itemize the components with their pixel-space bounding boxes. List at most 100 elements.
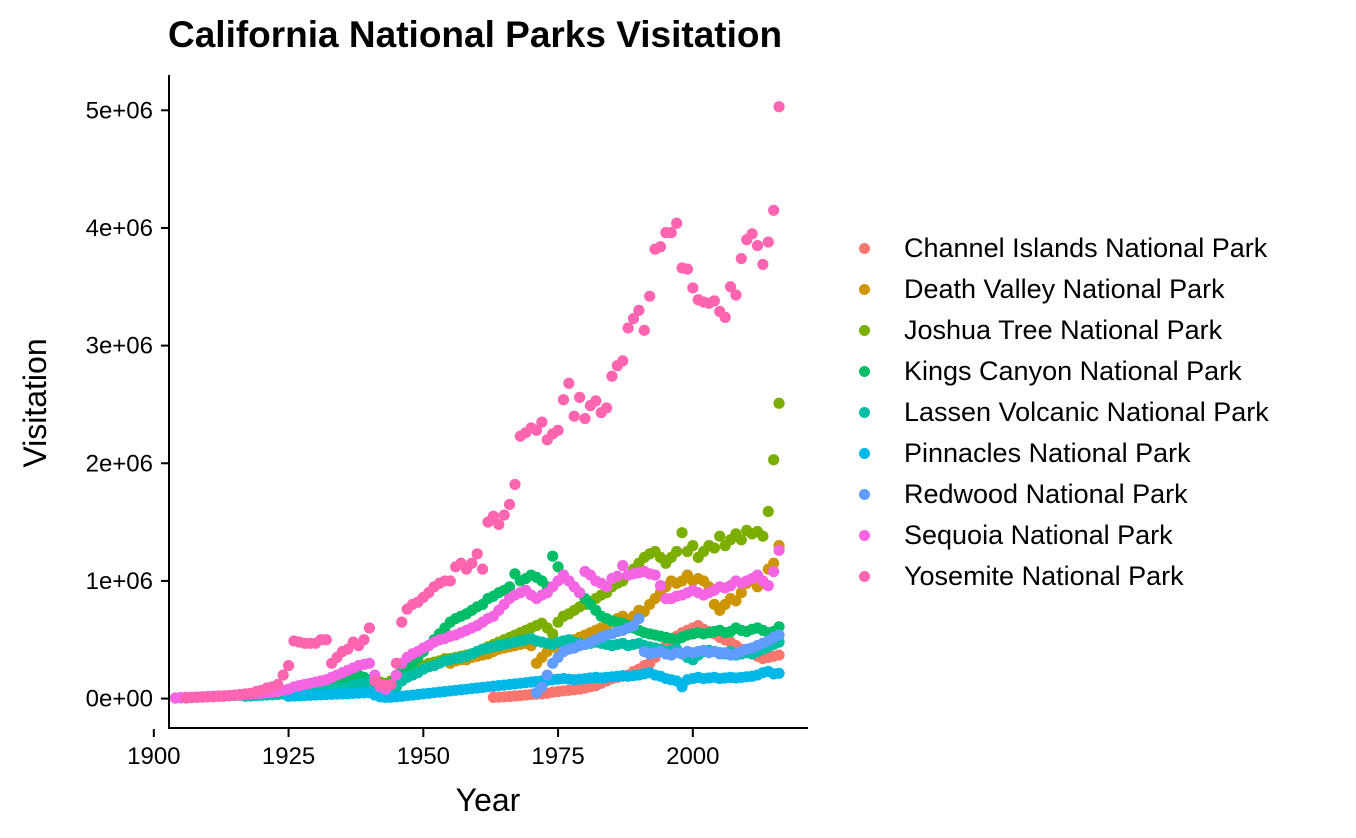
data-point (466, 557, 478, 569)
data-point (671, 545, 683, 558)
y-axis-title: Visitation (17, 338, 53, 467)
data-point (708, 542, 720, 554)
legend-label: Death Valley National Park (904, 274, 1225, 304)
y-tick-label: 3e+06 (86, 333, 153, 360)
data-point (600, 402, 613, 414)
legend-key (859, 284, 870, 295)
data-point (768, 565, 780, 578)
data-point (574, 391, 586, 403)
data-point (579, 412, 591, 425)
data-point (746, 228, 758, 240)
legend-key (859, 571, 870, 582)
x-tick-label: 1975 (531, 743, 584, 770)
legend-item: Lassen Volcanic National Park (848, 392, 1269, 433)
data-point (671, 217, 683, 229)
legend-label: Pinnacles National Park (904, 438, 1191, 468)
y-tick-label: 0e+00 (86, 686, 153, 713)
data-point (320, 634, 332, 646)
legend-item: Joshua Tree National Park (848, 310, 1269, 351)
data-point (541, 669, 553, 681)
data-point (536, 416, 548, 428)
legend-key (859, 407, 870, 418)
legend-key (859, 530, 870, 541)
legend-item: Redwood National Park (848, 474, 1269, 515)
data-point (773, 621, 785, 633)
y-tick-label: 5e+06 (86, 97, 153, 124)
data-point (638, 324, 650, 336)
data-point (471, 548, 483, 560)
data-point (762, 236, 774, 248)
legend-label: Lassen Volcanic National Park (904, 397, 1269, 427)
legend-item: Sequoia National Park (848, 515, 1269, 556)
data-point (681, 263, 694, 275)
legend-key (859, 489, 870, 500)
data-point (277, 669, 289, 681)
legend-label: Redwood National Park (904, 479, 1188, 509)
data-point (708, 295, 720, 307)
data-point (633, 612, 645, 625)
data-point (493, 518, 505, 531)
data-point (563, 377, 575, 389)
data-point (773, 397, 785, 409)
data-point (773, 649, 785, 661)
legend-item: Death Valley National Park (848, 269, 1269, 310)
legend-label: Joshua Tree National Park (904, 315, 1223, 345)
data-point (676, 527, 688, 539)
data-point (363, 622, 376, 634)
data-point (503, 498, 516, 511)
data-point (498, 509, 510, 521)
data-point (649, 569, 661, 581)
data-point (390, 669, 402, 681)
x-tick-label: 1950 (397, 743, 450, 770)
data-point (730, 289, 742, 301)
x-tick-label: 1925 (262, 743, 315, 770)
data-point (730, 595, 742, 607)
data-point (477, 563, 489, 575)
data-point (568, 410, 580, 422)
data-point (735, 534, 747, 546)
plot-area: 1900 1925 1950 1975 2000 0e+00 1e+06 2e+06 3e+0… (17, 75, 808, 818)
data-point (768, 557, 780, 569)
data-point (509, 478, 521, 491)
data-point (751, 240, 764, 252)
legend-key (859, 243, 870, 254)
y-tick-label: 4e+06 (86, 215, 153, 242)
data-point (444, 575, 456, 587)
legend-key (859, 325, 870, 336)
data-points (169, 101, 785, 704)
data-point (644, 290, 656, 302)
data-point (768, 454, 780, 466)
chart-title: California National Parks Visitation (168, 14, 783, 55)
data-point (735, 587, 747, 599)
data-point (552, 561, 564, 573)
data-point (773, 101, 785, 113)
data-point (654, 580, 667, 592)
x-axis-title: Year (456, 782, 521, 818)
data-point (600, 581, 613, 593)
data-point (617, 560, 629, 572)
legend-label: Channel Islands National Park (904, 233, 1268, 263)
data-point (762, 505, 774, 518)
data-point (272, 678, 284, 691)
legend-item: Channel Islands National Park (848, 228, 1269, 269)
data-point (719, 311, 731, 323)
x-tick-label: 2000 (666, 743, 719, 770)
data-point (627, 312, 640, 325)
data-point (611, 570, 623, 582)
data-point (363, 657, 376, 669)
data-point (590, 395, 602, 407)
data-point (396, 616, 408, 628)
data-point (762, 580, 774, 592)
legend: Channel Islands National Park Death Valle… (848, 228, 1269, 597)
legend-key (859, 448, 870, 459)
data-point (530, 424, 543, 436)
legend-label: Sequoia National Park (904, 520, 1173, 550)
data-point (358, 634, 370, 646)
x-tick-label: 1900 (127, 743, 180, 770)
data-point (282, 660, 295, 672)
y-axis-ticks: 0e+00 1e+06 2e+06 3e+06 4e+06 5e+06 (86, 97, 169, 713)
data-point (665, 227, 677, 239)
data-point (606, 370, 618, 382)
data-point (622, 322, 634, 334)
data-point (654, 241, 667, 253)
